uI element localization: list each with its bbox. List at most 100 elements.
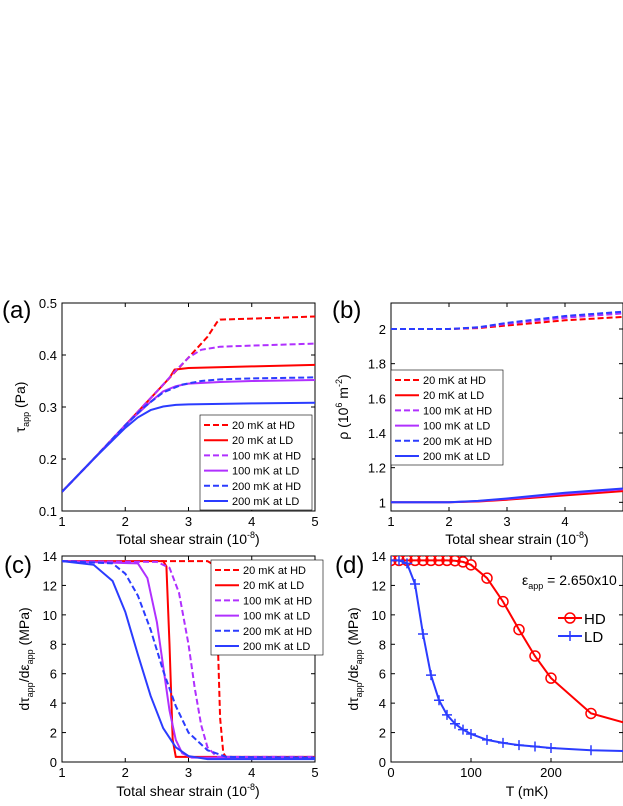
panel-b-xtick-label: 4 xyxy=(561,514,568,529)
legend-label: 100 mK at HD xyxy=(423,405,492,417)
panel-c-ylabel: dτapp/dεapp (MPa) xyxy=(16,607,35,710)
series-marker xyxy=(465,559,477,571)
series-line xyxy=(62,560,315,758)
panel-d-ytick-label: 6 xyxy=(379,667,386,682)
panel-c-ytick-label: 8 xyxy=(50,637,57,652)
series-marker xyxy=(458,724,468,735)
panel-a-ytick-label: 0.2 xyxy=(39,452,57,467)
series-marker xyxy=(586,745,596,756)
legend-label: 200 mK at HD xyxy=(423,436,492,448)
panel-b-xtick-label: 3 xyxy=(503,514,510,529)
legend-marker xyxy=(564,612,576,624)
series-marker xyxy=(442,709,452,720)
series-marker xyxy=(426,670,436,681)
panel-b-xtick-label: 1 xyxy=(387,514,394,529)
series-marker xyxy=(481,572,493,584)
panel-a-ytick-label: 0.1 xyxy=(39,504,57,519)
legend-label: 200 mK at LD xyxy=(423,451,490,463)
panel-a-ytick-label: 0.4 xyxy=(39,348,57,363)
panel-c-ytick-label: 6 xyxy=(50,667,57,682)
series-marker xyxy=(546,743,556,754)
panel-c-ytick-label: 12 xyxy=(43,578,57,593)
legend-label: HD xyxy=(584,611,606,628)
panel-c-ytick-label: 10 xyxy=(43,608,57,623)
series-line xyxy=(62,560,315,759)
series-line xyxy=(391,487,623,504)
panel-d-ytick-label: 0 xyxy=(379,755,386,770)
legend-label: 100 mK at HD xyxy=(232,450,301,462)
legend-label: 20 mK at LD xyxy=(423,390,484,402)
panel-b-xtick-label: 2 xyxy=(445,514,452,529)
series-marker xyxy=(433,556,445,567)
panel-a-xtick-label: 2 xyxy=(122,514,129,529)
legend-marker xyxy=(565,631,575,641)
panel-a-xtick-label: 1 xyxy=(58,514,65,529)
panel-b-ytick-label: 2 xyxy=(379,322,386,337)
panel-label-d: (d) xyxy=(335,552,364,579)
series-marker xyxy=(394,556,404,566)
series-marker xyxy=(545,672,557,684)
panel-c-ytick-label: 14 xyxy=(43,549,57,564)
legend-label: 100 mK at LD xyxy=(232,466,299,478)
panel-a-legend: 20 mK at HD 20 mK at LD 100 mK at HD 100 mK… xyxy=(199,414,313,511)
series-marker xyxy=(530,741,540,752)
panel-c-xlabel: Total shear strain (10-8) xyxy=(116,782,259,799)
panel-c-xtick-label: 4 xyxy=(248,765,255,780)
series-marker xyxy=(441,556,453,567)
legend-label: 20 mK at HD xyxy=(423,375,486,387)
series-line xyxy=(62,401,315,493)
panel-a-ytick-label: 0.3 xyxy=(39,400,57,415)
series-line xyxy=(391,310,623,330)
panel-b-xlabel: Total shear strain (10-8) xyxy=(445,530,588,547)
panel-c-legend: 20 mK at HD 20 mK at LD 100 mK at HD 100 mK… xyxy=(210,559,324,656)
series-line xyxy=(391,312,623,330)
series-marker xyxy=(434,695,444,706)
panel-d-ytick-label: 10 xyxy=(372,608,386,623)
legend-label: 100 mK at LD xyxy=(243,611,310,623)
series-marker xyxy=(498,737,508,748)
panel-d-ylabel: dτapp/dεapp (MPa) xyxy=(345,607,364,710)
panel-b-ytick-label: 1.8 xyxy=(368,357,386,372)
legend-label: 100 mK at LD xyxy=(423,421,490,433)
legend-box xyxy=(199,414,313,511)
series-marker xyxy=(457,556,469,568)
panel-d-ytick-label: 12 xyxy=(372,578,386,593)
legend-label: 100 mK at HD xyxy=(243,595,312,607)
series-marker xyxy=(402,558,412,569)
series-marker xyxy=(514,740,524,751)
series-line xyxy=(391,559,623,752)
panel-c-xtick-label: 1 xyxy=(58,765,65,780)
panel-d-xlabel: T (mK) xyxy=(506,783,549,799)
panel-d-frame xyxy=(390,555,623,763)
series-marker xyxy=(529,650,541,662)
series-line xyxy=(391,315,623,330)
series-line xyxy=(62,560,315,761)
panel-label-c: (c) xyxy=(4,552,32,579)
panel-a-ylabel: τapp (Pa) xyxy=(12,382,31,433)
panel-label-b: (b) xyxy=(332,297,361,324)
panel-b-legend: 20 mK at HD 20 mK at LD 100 mK at HD 100 mK… xyxy=(390,369,504,466)
panel-a-xtick-label: 3 xyxy=(185,514,192,529)
panel-d-ytick-label: 2 xyxy=(379,726,386,741)
panel-b-ytick-label: 1.2 xyxy=(368,461,386,476)
panel-d: 0 100 200 0 2 4 6 8 10 12 14 T (mK) dτapp/dεapp (M… xyxy=(345,549,623,799)
panel-b-ytick-label: 1 xyxy=(379,495,386,510)
panel-label-a: (a) xyxy=(2,297,31,324)
panel-d-ytick-label: 14 xyxy=(372,549,386,564)
legend-label: 20 mK at LD xyxy=(232,435,293,447)
panel-a-ytick-label: 0.5 xyxy=(39,296,57,311)
panel-b-ytick-label: 1.6 xyxy=(368,391,386,406)
panel-c-xtick-label: 3 xyxy=(185,765,192,780)
panel-c-ytick-label: 0 xyxy=(50,755,57,770)
series-line xyxy=(62,560,315,758)
panel-c-ytick-label: 2 xyxy=(50,726,57,741)
panel-c-ytick-label: 4 xyxy=(50,696,57,711)
panel-d-ytick-label: 4 xyxy=(379,696,386,711)
panel-b-ylabel: ρ (106 m-2) xyxy=(334,374,351,439)
series-marker xyxy=(449,556,461,567)
panel-d-xtick-label: 200 xyxy=(540,765,562,780)
series-marker xyxy=(418,628,428,639)
panel-b-ytick-label: 1.4 xyxy=(368,426,386,441)
series-marker xyxy=(425,556,437,567)
